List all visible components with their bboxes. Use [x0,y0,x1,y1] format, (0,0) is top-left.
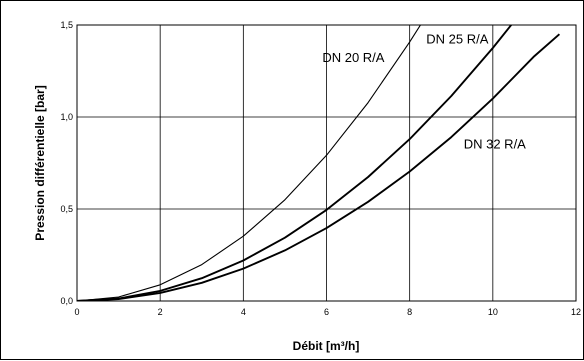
x-tick-label: 4 [241,307,246,317]
x-tick-label: 0 [74,307,79,317]
y-tick-label: 0,5 [60,204,73,214]
series-labels: DN 20 R/A DN 25 R/A DN 32 R/A [322,31,526,151]
y-tick-label: 1,0 [60,112,73,122]
series-line-2 [77,25,513,301]
y-axis-title: Pression différentielle [bar] [33,85,47,240]
x-tick-label: 8 [407,307,412,317]
series-label-3: DN 32 R/A [464,136,526,151]
series-lines [77,25,561,301]
x-axis-title: Débit [m³/h] [293,339,360,353]
series-label-2: DN 25 R/A [426,31,488,46]
y-tick-label: 1,5 [60,20,73,30]
x-tick-label: 6 [324,307,329,317]
x-tick-label: 10 [488,307,498,317]
series-line-1 [77,25,422,301]
x-tick-label: 12 [571,307,581,317]
tick-labels: 0 2 4 6 8 10 12 0,0 0,5 1,0 1,5 [60,20,581,317]
x-tick-label: 2 [158,307,163,317]
series-label-1: DN 20 R/A [322,50,384,65]
y-tick-label: 0,0 [60,296,73,306]
series-line-3 [77,33,561,301]
